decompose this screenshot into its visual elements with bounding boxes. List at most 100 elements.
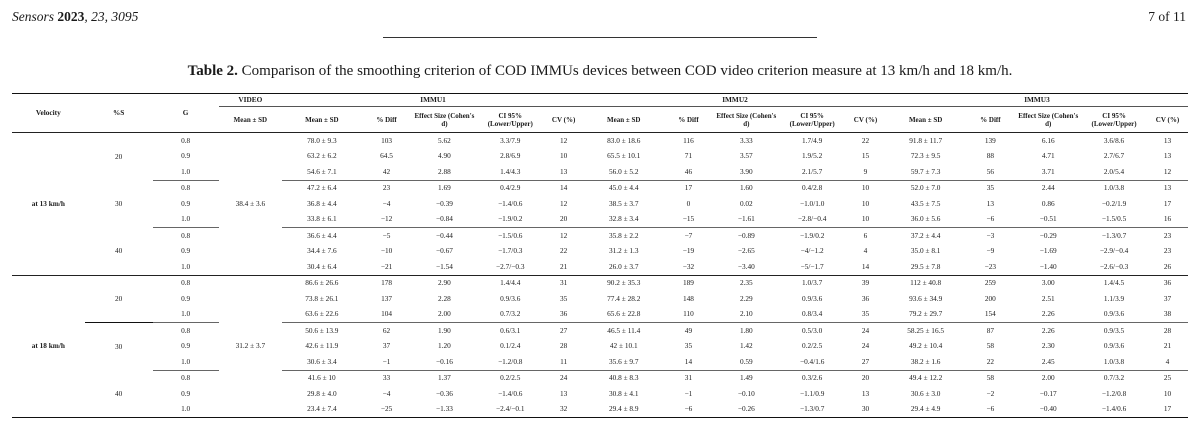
data-cell: 2.28 xyxy=(438,293,451,303)
data-cell: 30 xyxy=(845,401,886,418)
data-cell: 1.0/3.7 xyxy=(802,278,823,288)
data-cell: 35.8 ± 2.2 xyxy=(584,227,664,244)
data-cell: −0.39 xyxy=(435,198,453,208)
data-cell: 36 xyxy=(861,293,870,303)
table-row: 0.9 36.8 ± 4.4 −4 −0.39 −1.4/0.6 12 38.5 ± 3.7… xyxy=(12,196,1188,212)
data-cell: 38.5 ± 3.7 xyxy=(608,198,639,208)
data-cell: 21 xyxy=(559,261,568,271)
data-cell: 10 xyxy=(861,214,870,224)
data-cell: 17 xyxy=(1146,401,1188,418)
data-cell: 0.9/3.6 xyxy=(802,293,823,303)
journal-year: 2023 xyxy=(57,9,85,24)
data-cell: −0.2/1.9 xyxy=(1101,198,1127,208)
data-cell: 35 xyxy=(559,293,568,303)
data-cell: 49.4 ± 12.2 xyxy=(885,369,966,386)
data-cell: 36.8 ± 4.4 xyxy=(307,198,337,208)
col-immu1-mean: Mean ± SD xyxy=(305,115,339,124)
data-cell: −0.67 xyxy=(435,246,453,256)
data-cell: 0.9/3.6 xyxy=(1103,309,1125,319)
data-cell: −1.9/0.2 xyxy=(498,214,523,224)
data-cell: 23 xyxy=(1163,246,1172,256)
data-cell: 12 xyxy=(559,198,568,208)
col-immu3-ci: CI 95% (Lower/Upper) xyxy=(1091,111,1137,128)
data-cell: 1.69 xyxy=(411,179,478,196)
data-cell: −0.44 xyxy=(411,227,478,244)
col-immu2: IMMU2 xyxy=(584,93,886,107)
data-cell: 36 xyxy=(559,309,568,319)
table-caption: Table 2. Comparison of the smoothing cri… xyxy=(0,63,1200,80)
data-cell: 1.4/4.3 xyxy=(500,166,521,176)
caption-label: Table 2. xyxy=(187,63,238,79)
data-cell: −6 xyxy=(986,214,995,224)
data-cell: 1.60 xyxy=(713,179,780,196)
data-cell: −1.1/0.9 xyxy=(799,388,825,398)
data-cell: 72.3 ± 9.5 xyxy=(910,151,941,161)
data-cell: 79.2 ± 29.7 xyxy=(909,309,943,319)
data-cell: 178 xyxy=(381,278,393,288)
data-cell: 13 xyxy=(1163,151,1172,161)
data-cell: −1.5/0.6 xyxy=(477,227,544,244)
data-cell: 35.6 ± 9.7 xyxy=(608,356,639,366)
data-cell: −1.0/1.0 xyxy=(799,198,825,208)
data-cell: 104 xyxy=(381,309,393,319)
col-immu3-cv: CV (%) xyxy=(1155,115,1180,124)
data-cell: 26.0 ± 3.7 xyxy=(608,261,639,271)
data-cell: 35.0 ± 8.1 xyxy=(910,246,941,256)
data-cell: 103 xyxy=(381,135,393,145)
data-cell: 0.86 xyxy=(1041,198,1055,208)
data-cell: 13 xyxy=(1146,179,1188,196)
data-cell: 54.6 ± 7.1 xyxy=(307,166,337,176)
data-cell: 25 xyxy=(1146,369,1188,386)
data-cell: −1.3/0.7 xyxy=(779,401,846,418)
data-cell: 12 xyxy=(559,135,568,145)
data-cell: 65.6 ± 22.8 xyxy=(607,309,641,319)
g-cell: 1.0 xyxy=(181,214,191,224)
journal-citation: Sensors 2023, 23, 3095 xyxy=(12,9,138,25)
data-cell: 30.4 ± 6.4 xyxy=(307,261,337,271)
col-immu1-diff: % Diff xyxy=(376,115,397,124)
header-row-groups: Velocity %S G VIDEO IMMU1 IMMU2 IMMU3 xyxy=(12,93,1188,117)
data-cell: 4 xyxy=(863,246,868,256)
data-cell: −19 xyxy=(682,246,695,256)
data-cell: 31 xyxy=(663,369,714,386)
data-cell: 0.4/2.8 xyxy=(779,179,846,196)
table-row: 30 0.8 50.6 ± 13.9 62 1.90 0.6/3.1 27 46.5 ± 11… xyxy=(12,322,1188,350)
data-cell: 139 xyxy=(984,135,996,145)
table-row: 0.9 29.8 ± 4.0 −4 −0.36 −1.4/0.6 13 30.8 ± 4.1… xyxy=(12,386,1188,402)
data-cell: −0.4/1.6 xyxy=(799,356,825,366)
data-cell: 112 ± 40.8 xyxy=(910,278,942,288)
g-cell: 0.8 xyxy=(152,369,219,386)
data-cell: −1 xyxy=(382,356,391,366)
data-cell: 58 xyxy=(965,369,1016,386)
data-cell: 58.25 ± 16.5 xyxy=(885,322,966,339)
data-cell: −4 xyxy=(382,198,391,208)
data-cell: −0.16 xyxy=(435,356,453,366)
g-cell: 0.8 xyxy=(152,179,219,196)
data-cell: 13 xyxy=(559,388,568,398)
col-video-mean: Mean ± SD xyxy=(233,115,268,124)
data-cell: 0.7/3.2 xyxy=(1081,369,1147,386)
g-cell: 0.9 xyxy=(181,388,191,398)
g-cell: 1.0 xyxy=(152,401,219,418)
data-cell: −0.40 xyxy=(1015,401,1082,418)
video-mean-cell: 31.2 ± 3.7 xyxy=(218,275,283,418)
data-cell: 3.90 xyxy=(739,166,753,176)
data-cell: 90.2 ± 35.3 xyxy=(607,278,641,288)
percent-s-cell: 20 xyxy=(115,151,123,161)
data-cell: −1.33 xyxy=(411,401,478,418)
header-row-metrics: Mean ± SD Mean ± SD % Diff Effect Size (… xyxy=(12,107,1188,133)
data-cell: 2.29 xyxy=(739,293,753,303)
data-cell: 20 xyxy=(845,369,886,386)
data-cell: −6 xyxy=(663,401,714,418)
data-cell: 22 xyxy=(559,246,568,256)
col-immu3-mean: Mean ± SD xyxy=(908,115,943,124)
percent-s-cell: 30 xyxy=(115,341,123,351)
data-cell: −1.61 xyxy=(737,214,755,224)
data-cell: 2.0/5.4 xyxy=(1103,166,1125,176)
data-cell: 20 xyxy=(559,214,568,224)
percent-s-cell: 40 xyxy=(115,246,123,255)
data-cell: 3.33 xyxy=(739,135,753,145)
data-cell: −1.4/0.6 xyxy=(1081,401,1147,418)
data-cell: 2.00 xyxy=(438,309,451,319)
data-cell: 35 xyxy=(965,179,1016,196)
